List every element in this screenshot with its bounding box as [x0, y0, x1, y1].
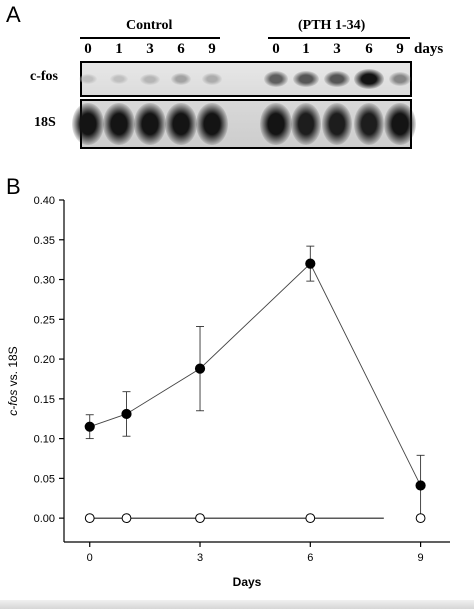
s18-blot — [72, 99, 416, 149]
s18-band — [353, 103, 385, 145]
cfos-band — [388, 72, 412, 86]
x-tick-label: 6 — [307, 552, 313, 564]
series-1-line — [89, 262, 421, 486]
y-tick-label: 0.15 — [34, 394, 55, 406]
cfos-band — [324, 71, 350, 87]
x-tick-label: 9 — [418, 552, 424, 564]
lane-number: 6 — [177, 41, 185, 57]
data-point-filled — [121, 408, 132, 420]
panel-b-letter: B — [6, 174, 21, 199]
lane-number: 6 — [365, 41, 373, 57]
y-tick-label: 0.20 — [34, 354, 55, 366]
cfos-band — [170, 73, 192, 85]
y-axis-label-italic: c-fos — [6, 390, 20, 416]
lane-number: 3 — [146, 41, 154, 57]
y-tick-label: 0.00 — [34, 513, 55, 525]
lane-number: 0 — [84, 41, 92, 57]
y-tick-label: 0.05 — [34, 473, 55, 485]
days-label: days — [414, 41, 444, 57]
s18-band — [384, 102, 416, 146]
cfos-band — [263, 71, 289, 87]
s18-band — [134, 102, 166, 146]
lane-number: 1 — [302, 41, 310, 57]
group-label-control: Control — [126, 18, 173, 33]
s18-band — [165, 102, 197, 146]
cfos-band — [202, 73, 222, 85]
data-point-open — [121, 513, 132, 524]
cfos-band — [354, 69, 384, 89]
data-point-filled — [305, 258, 316, 269]
data-point-filled — [84, 421, 95, 432]
cfos-band — [140, 73, 160, 85]
s18-band — [103, 102, 135, 146]
s18-band — [290, 103, 322, 145]
data-point-filled — [415, 480, 426, 491]
row-label-18s: 18S — [34, 115, 56, 130]
lane-number: 0 — [272, 41, 280, 57]
cfos-blot — [78, 61, 412, 97]
cfos-band — [293, 71, 319, 87]
lane-number: 3 — [333, 41, 341, 57]
y-tick-label: 0.35 — [34, 235, 55, 247]
data-point-open — [84, 513, 95, 524]
control-group-bar — [80, 37, 220, 39]
x-axis-label: Days — [233, 575, 262, 589]
s18-band — [196, 102, 228, 146]
s18-band — [321, 103, 353, 145]
data-point-open — [195, 513, 205, 524]
y-tick-label: 0.25 — [34, 314, 55, 326]
y-tick-label: 0.30 — [34, 275, 55, 287]
lane-number: 9 — [208, 41, 216, 57]
data-point-filled — [194, 363, 206, 374]
data-point-open — [415, 513, 426, 524]
row-label-cfos: c-fos — [30, 69, 58, 84]
group-label-pth: (PTH 1-34) — [298, 18, 366, 33]
pth-group-bar — [268, 37, 410, 39]
cfos-band — [78, 73, 98, 85]
x-tick-label: 0 — [87, 552, 93, 564]
cfos-band — [109, 73, 129, 85]
panel-a-letter: A — [6, 2, 21, 27]
y-tick-label: 0.10 — [34, 434, 55, 446]
y-tick-label: 0.40 — [34, 195, 55, 207]
s18-band — [72, 102, 104, 146]
data-point-open — [305, 513, 316, 524]
y-axis-label: c-fos vs. 18S — [6, 346, 20, 415]
lane-number: 9 — [396, 41, 404, 57]
y-axis-label-rest: vs. 18S — [6, 346, 20, 389]
lane-number: 1 — [115, 41, 123, 57]
x-tick-label: 3 — [197, 552, 203, 564]
caption-fragment — [0, 600, 474, 609]
s18-band — [260, 102, 292, 146]
